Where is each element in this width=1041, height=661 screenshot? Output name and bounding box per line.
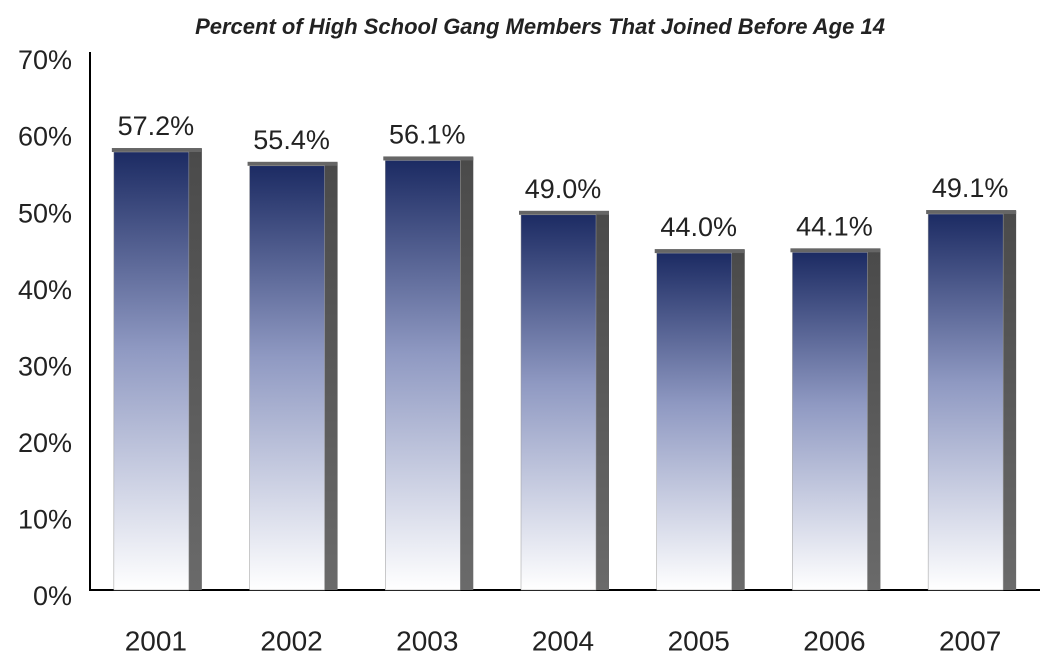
value-label: 44.1% bbox=[796, 211, 873, 241]
bar bbox=[656, 252, 732, 591]
bar-top bbox=[247, 161, 338, 166]
y-tick-label: 20% bbox=[18, 428, 72, 458]
y-tick-label: 0% bbox=[33, 581, 72, 611]
y-tick-label: 10% bbox=[18, 505, 72, 535]
bar bbox=[792, 252, 868, 591]
value-label: 44.0% bbox=[660, 212, 737, 242]
x-tick-label: 2002 bbox=[260, 625, 322, 656]
bar-top bbox=[519, 210, 609, 215]
bar-top bbox=[383, 156, 474, 161]
chart-title: Percent of High School Gang Members That… bbox=[195, 14, 885, 39]
bar-side bbox=[460, 157, 474, 591]
bar bbox=[249, 165, 325, 591]
x-tick-label: 2003 bbox=[396, 625, 458, 656]
bar-side bbox=[596, 211, 609, 591]
bar bbox=[520, 214, 597, 591]
x-tick-label: 2007 bbox=[939, 625, 1001, 656]
value-label: 49.0% bbox=[525, 174, 602, 204]
bar-side bbox=[324, 162, 338, 590]
value-label: 56.1% bbox=[389, 120, 466, 150]
bar-side bbox=[731, 250, 745, 591]
y-tick-label: 40% bbox=[18, 275, 72, 305]
value-label: 49.1% bbox=[932, 173, 1009, 203]
y-tick-label: 50% bbox=[18, 198, 72, 228]
bar-top bbox=[926, 210, 1017, 215]
bar bbox=[385, 160, 461, 591]
bar bbox=[927, 213, 1004, 591]
y-tick-label: 60% bbox=[18, 122, 72, 152]
bar-top bbox=[654, 249, 745, 254]
bar-top bbox=[790, 248, 881, 253]
value-label: 55.4% bbox=[253, 125, 330, 155]
x-tick-label: 2006 bbox=[803, 625, 865, 656]
bar-top bbox=[111, 148, 202, 153]
value-label: 57.2% bbox=[118, 111, 195, 141]
y-tick-label: 70% bbox=[18, 45, 72, 75]
x-tick-label: 2005 bbox=[668, 625, 730, 656]
bar-side bbox=[1003, 211, 1017, 590]
x-tick-label: 2001 bbox=[125, 625, 187, 656]
y-tick-label: 30% bbox=[18, 351, 72, 381]
bar-side bbox=[188, 149, 202, 591]
bar bbox=[113, 151, 190, 591]
x-tick-label: 2004 bbox=[532, 625, 594, 656]
bar-side bbox=[867, 249, 881, 590]
